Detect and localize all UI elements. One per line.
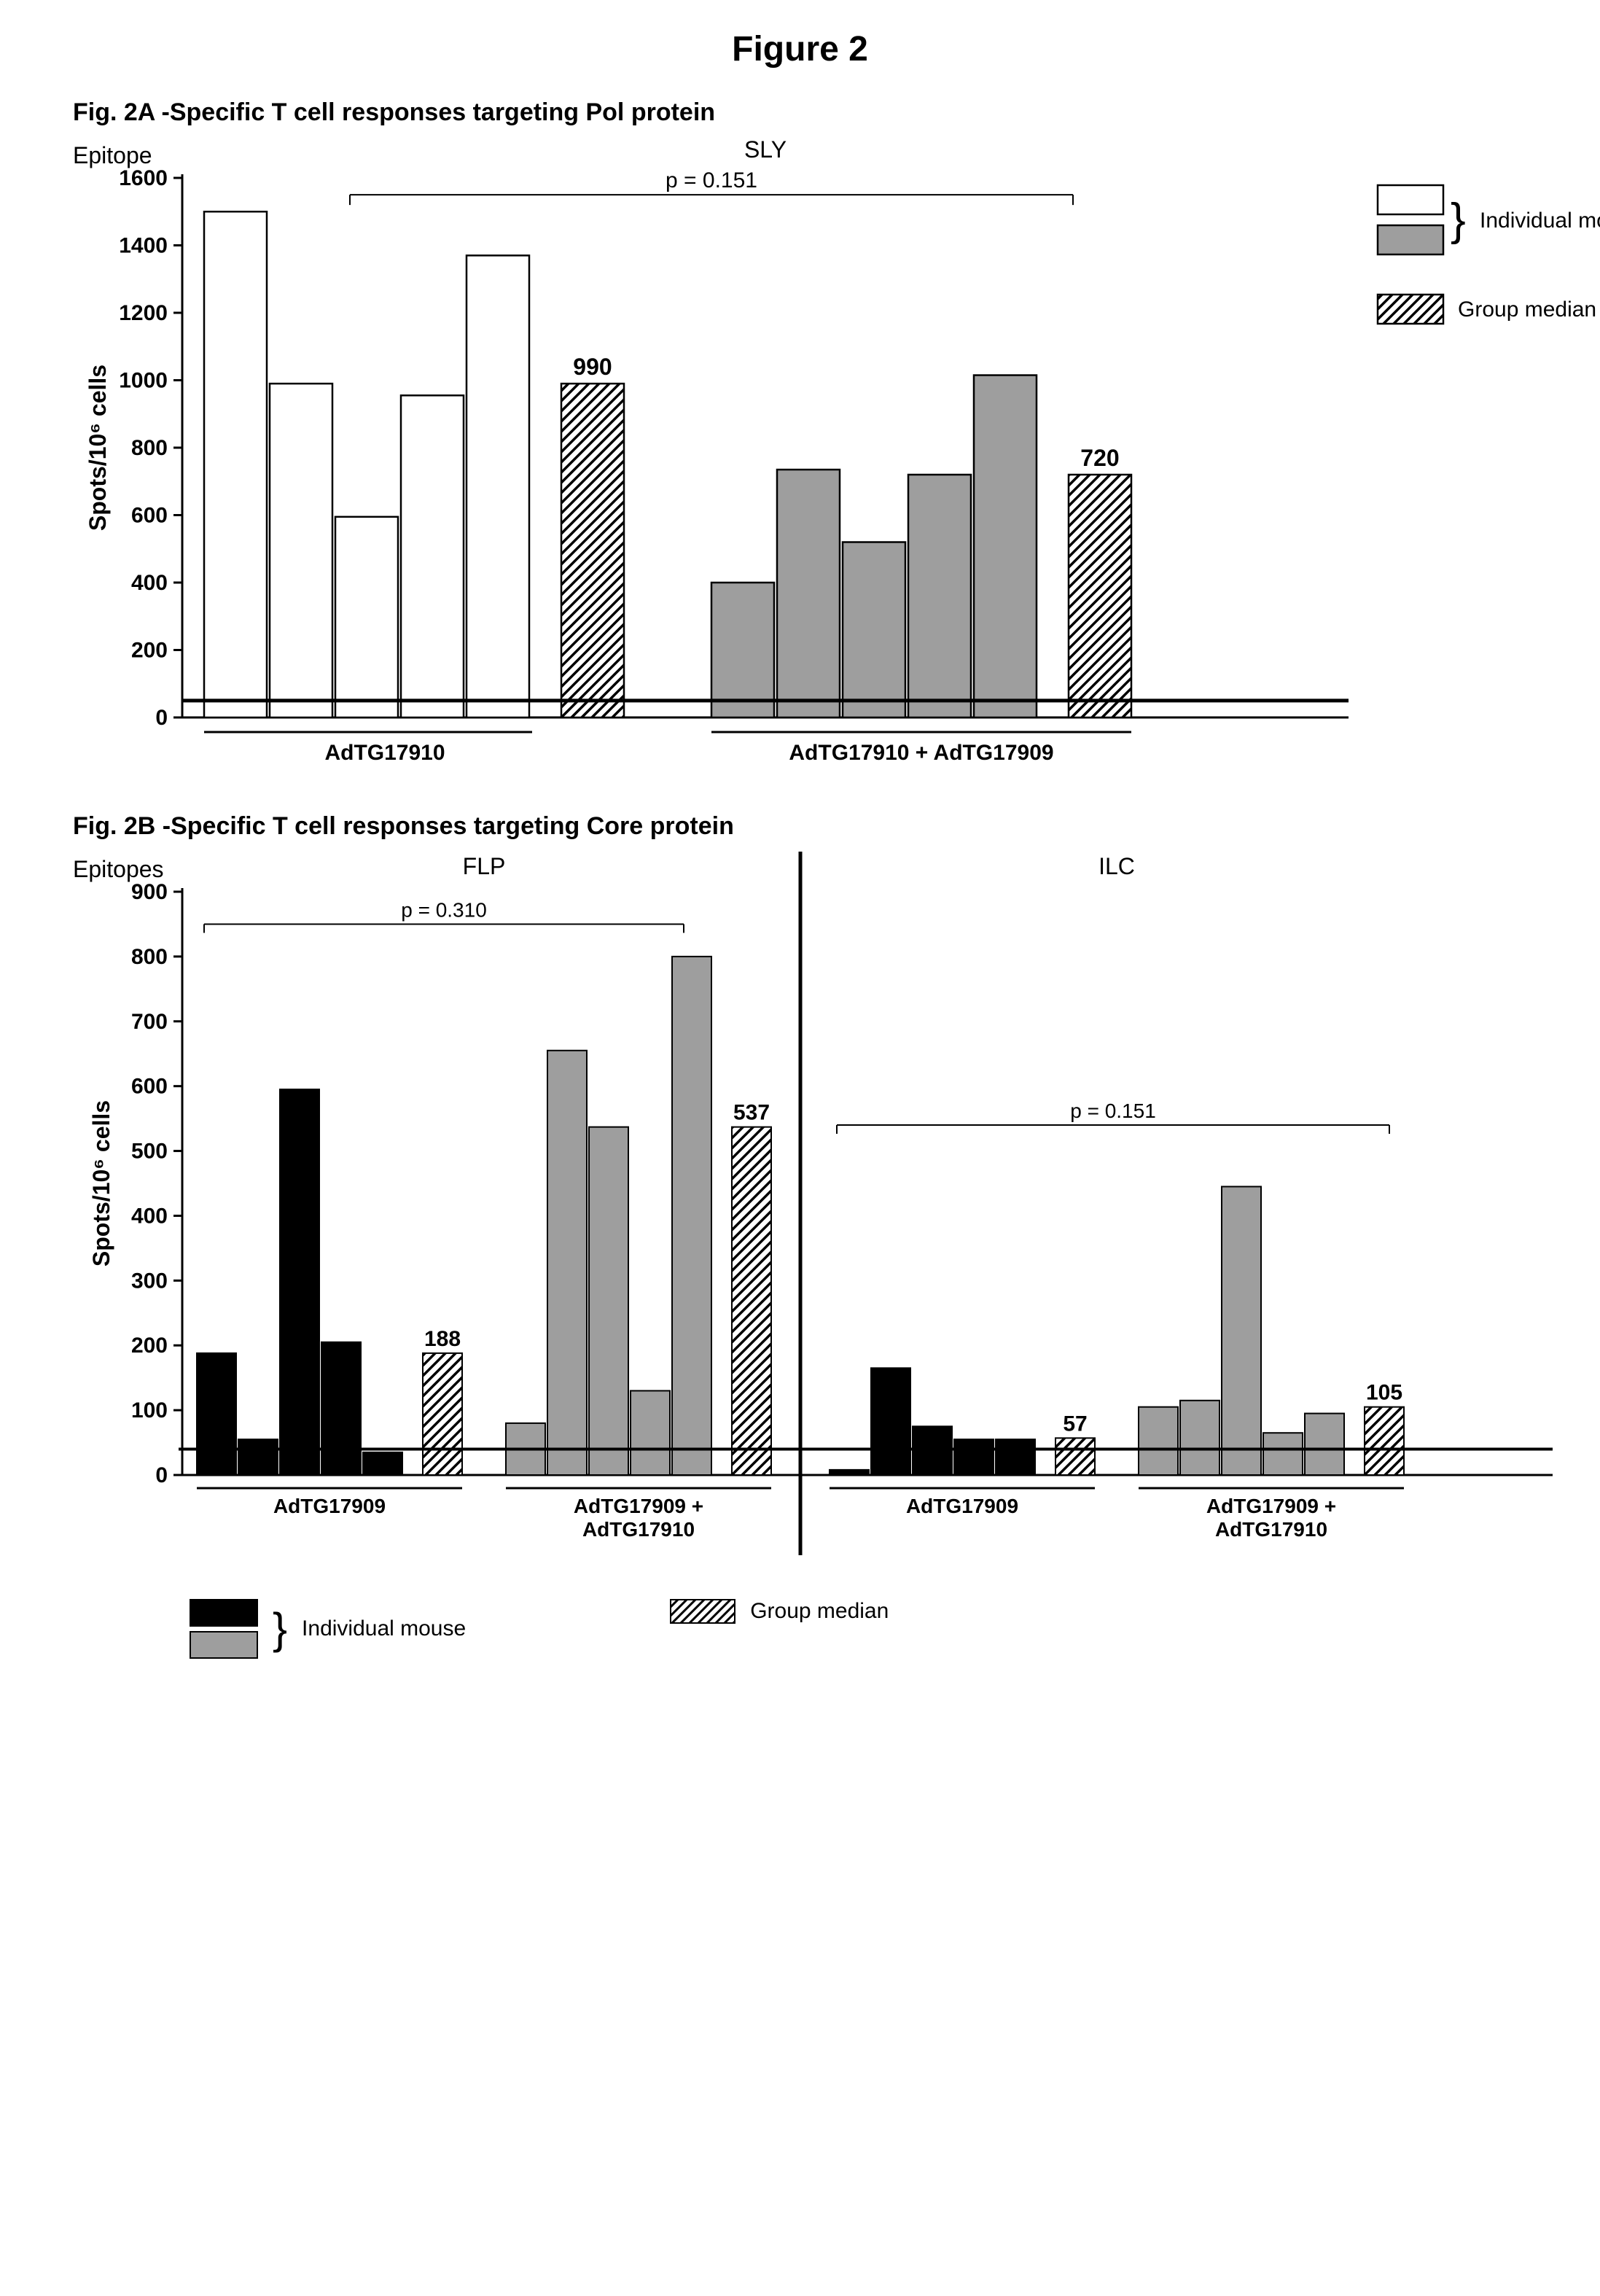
legend-swatch-black (190, 1599, 258, 1627)
legendB-individual-label: Individual mouse (302, 1616, 466, 1641)
median-value: 990 (573, 354, 612, 380)
ytick: 1000 (119, 369, 168, 393)
median-value: 720 (1080, 445, 1119, 471)
ytick: 400 (131, 1204, 168, 1228)
group-label: AdTG17909 + (1206, 1495, 1336, 1517)
p-value-A: p = 0.151 (666, 168, 757, 192)
chartA-svg: Epitope SLY 0 200 400 600 800 1000 1200 1400 1600 S… (73, 134, 1600, 790)
group-label: AdTG17910 (582, 1518, 695, 1541)
bar (204, 211, 267, 717)
legend-swatch-grey (1378, 225, 1443, 254)
ytick: 1400 (119, 234, 168, 258)
bar (238, 1439, 278, 1475)
legendA-individual: Individual mouse (1480, 209, 1600, 233)
bar (777, 470, 840, 717)
bar (996, 1439, 1035, 1475)
ytick: 1200 (119, 301, 168, 325)
bar (363, 1452, 402, 1475)
group2-label: AdTG17910 + AdTG17909 (789, 741, 1053, 765)
ytick: 600 (131, 1075, 168, 1099)
bar (672, 957, 711, 1475)
bar (335, 517, 398, 717)
bar (280, 1089, 319, 1475)
median-bar (732, 1127, 771, 1475)
chartB-svg: Epitopes 0 100 200 300 400 500 600 700 800 900 Spot… (73, 848, 1582, 1577)
group-label: AdTG17909 (906, 1495, 1018, 1517)
bar (197, 1353, 236, 1475)
ytick: 0 (155, 706, 168, 730)
bar (1180, 1401, 1219, 1475)
ytick: 200 (131, 639, 168, 663)
legendA-median: Group median (1458, 297, 1596, 322)
fig2a-subtitle: Fig. 2A -Specific T cell responses targe… (73, 98, 1556, 127)
ytick: 800 (131, 945, 168, 969)
brace: } (1451, 195, 1466, 245)
epitope-flp: FLP (463, 853, 506, 879)
bar (1139, 1407, 1178, 1475)
epitope-sly: SLY (744, 136, 787, 163)
ytick: 300 (131, 1269, 168, 1293)
p-value-ilc: p = 0.151 (1070, 1100, 1156, 1122)
chartB-legend-below: } Individual mouse Group median (190, 1599, 1556, 1659)
ytick: 400 (131, 571, 168, 595)
legend-swatch-white (1378, 185, 1443, 214)
ytick: 700 (131, 1010, 168, 1034)
median-bar (561, 384, 624, 717)
median-value: 188 (424, 1327, 461, 1351)
ytick: 0 (155, 1463, 168, 1487)
bar (1222, 1186, 1261, 1475)
median-bar (1055, 1438, 1095, 1475)
bar (913, 1426, 952, 1475)
bar (631, 1390, 670, 1475)
legendB-median-label: Group median (750, 1599, 889, 1624)
bar (467, 255, 529, 717)
figure-title: Figure 2 (44, 29, 1556, 69)
legend-swatch-hatched (1378, 295, 1443, 324)
bar (908, 475, 971, 717)
ytick: 900 (131, 880, 168, 904)
group-label: AdTG17909 + (574, 1495, 703, 1517)
bar (1263, 1433, 1303, 1475)
bar (589, 1127, 628, 1475)
ytick: 100 (131, 1398, 168, 1423)
ylabel-A: Spots/10⁶ cells (85, 365, 111, 531)
chartA-wrapper: Epitope SLY 0 200 400 600 800 1000 1200 1400 1600 S… (73, 134, 1556, 790)
bar (401, 395, 464, 717)
bar (871, 1368, 910, 1475)
median-bar (1069, 475, 1131, 717)
epitope-ilc: ILC (1098, 853, 1135, 879)
group-label: AdTG17910 (1215, 1518, 1327, 1541)
median-value: 105 (1366, 1381, 1402, 1405)
median-value: 57 (1063, 1412, 1087, 1436)
legend-swatch-grey (190, 1631, 258, 1659)
median-bar (1365, 1407, 1404, 1475)
bar (843, 542, 905, 718)
group-label: AdTG17909 (273, 1495, 386, 1517)
bar (954, 1439, 994, 1475)
bar (547, 1051, 587, 1475)
ytick: 600 (131, 504, 168, 528)
fig2b-subtitle: Fig. 2B -Specific T cell responses targe… (73, 812, 1556, 841)
chartB-wrapper: Epitopes 0 100 200 300 400 500 600 700 800 900 Spot… (73, 848, 1556, 1577)
p-value-flp: p = 0.310 (401, 898, 487, 921)
ytick: 200 (131, 1334, 168, 1358)
median-bar (423, 1353, 462, 1475)
bar (974, 375, 1037, 717)
ytick: 800 (131, 436, 168, 460)
bar (711, 583, 774, 717)
ylabel-B: Spots/10⁶ cells (88, 1100, 114, 1266)
bar (1305, 1414, 1344, 1475)
epitope-label: Epitope (73, 142, 152, 168)
ytick: 1600 (119, 166, 168, 190)
bar (270, 384, 332, 717)
median-value: 537 (733, 1101, 770, 1125)
bar (321, 1342, 361, 1475)
group1-label: AdTG17910 (324, 741, 445, 765)
epitope-label-B: Epitopes (73, 856, 164, 882)
bar (830, 1470, 869, 1475)
legend-swatch-hatched (670, 1599, 735, 1624)
ytick: 500 (131, 1140, 168, 1164)
